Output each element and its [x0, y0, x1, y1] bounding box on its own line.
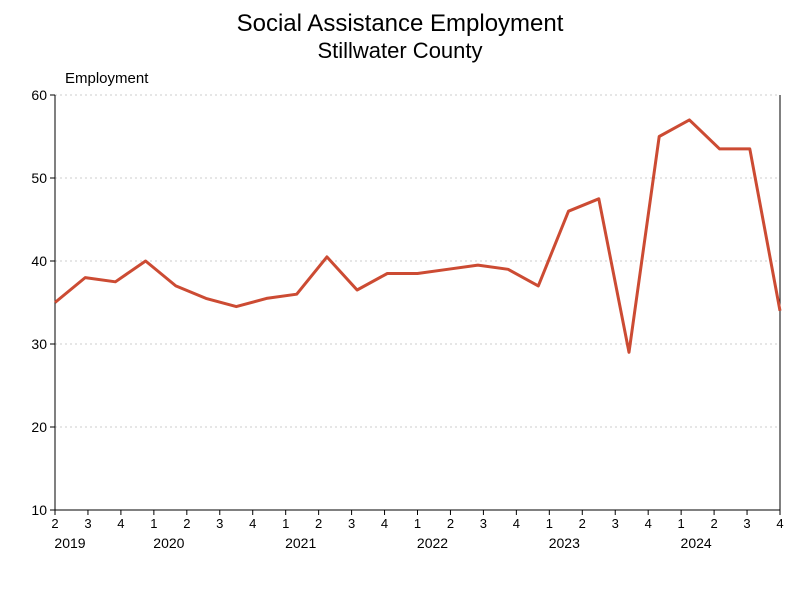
x-tick-label: 3 [480, 516, 487, 531]
y-tick-label: 20 [31, 419, 47, 435]
x-tick-label: 4 [381, 516, 388, 531]
y-tick-label: 50 [31, 170, 47, 186]
x-tick-label: 3 [348, 516, 355, 531]
x-year-label: 2024 [681, 535, 712, 551]
x-tick-label: 2 [315, 516, 322, 531]
x-tick-label: 4 [513, 516, 520, 531]
x-tick-label: 2 [51, 516, 58, 531]
x-tick-label: 4 [645, 516, 652, 531]
y-tick-label: 10 [31, 502, 47, 518]
y-axis-title: Employment [65, 70, 149, 87]
x-tick-label: 1 [150, 516, 157, 531]
x-tick-label: 3 [216, 516, 223, 531]
x-year-label: 2020 [153, 535, 184, 551]
data-line [55, 120, 780, 352]
y-tick-label: 40 [31, 253, 47, 269]
chart-svg: 10 20 30 40 50 60 2 3 4 1 2 3 4 1 2 3 4 1 2 3 4 1 2 3 4 1 2 3 4 2019 2… [0, 0, 800, 600]
x-tick-label: 4 [776, 516, 783, 531]
x-tick-label: 1 [414, 516, 421, 531]
x-tick-label: 3 [612, 516, 619, 531]
x-tick-label: 1 [678, 516, 685, 531]
x-tick-label: 3 [84, 516, 91, 531]
x-tick-label: 2 [710, 516, 717, 531]
y-tick-label: 60 [31, 87, 47, 103]
x-year-label: 2023 [549, 535, 580, 551]
y-tick-label: 30 [31, 336, 47, 352]
x-year-label: 2022 [417, 535, 448, 551]
x-tick-label: 2 [579, 516, 586, 531]
x-tick-label: 3 [743, 516, 750, 531]
x-tick-label: 4 [117, 516, 124, 531]
chart-container: Social Assistance Employment Stillwater … [0, 0, 800, 600]
x-tick-label: 4 [249, 516, 256, 531]
x-tick-label: 2 [447, 516, 454, 531]
x-year-label: 2021 [285, 535, 316, 551]
x-year-label: 2019 [54, 535, 85, 551]
x-tick-label: 2 [183, 516, 190, 531]
x-tick-label: 1 [546, 516, 553, 531]
x-tick-label: 1 [282, 516, 289, 531]
